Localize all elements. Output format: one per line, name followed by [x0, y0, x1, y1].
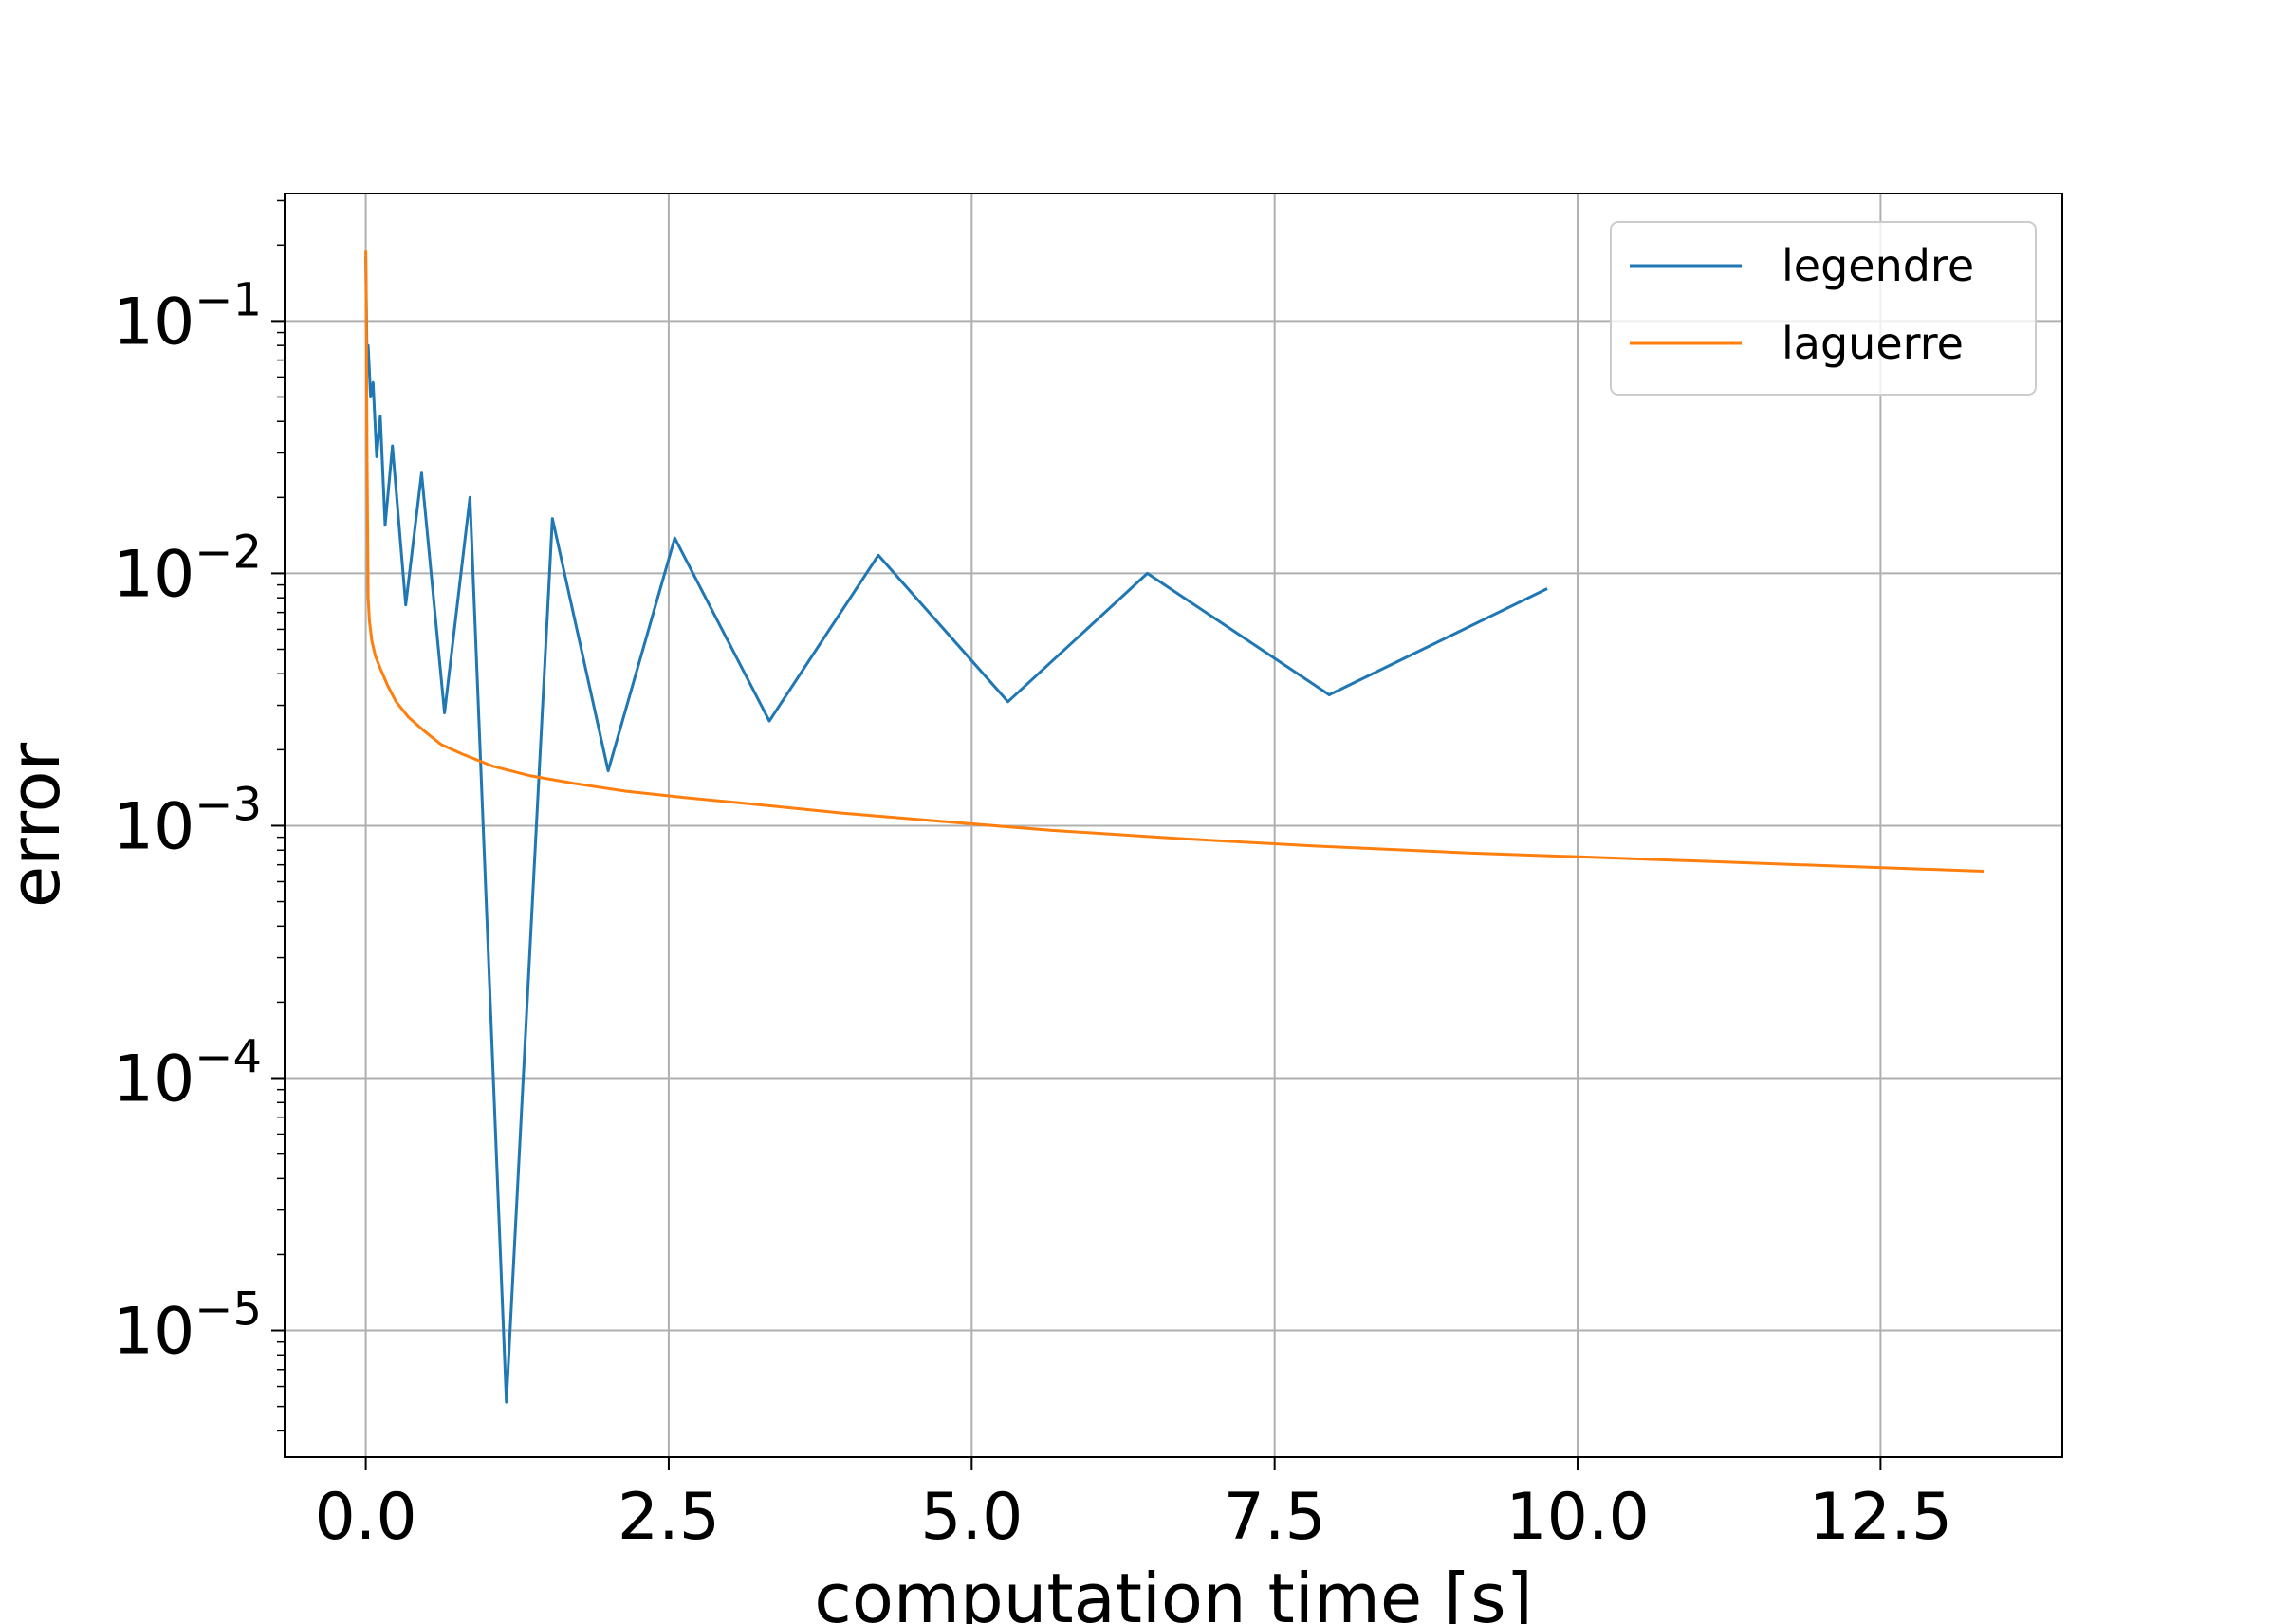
x-axis-title: computation time [s] [814, 1559, 1533, 1624]
y-axis-title: error [0, 742, 75, 908]
legend-label-laguerre: laguerre [1782, 318, 1964, 369]
series-lines [364, 250, 1985, 1404]
legend-label-legendre: legendre [1782, 240, 1974, 291]
y-tick-label: 10−4 [113, 1030, 262, 1116]
series-line-legendre [364, 256, 1548, 1404]
x-tick-label: 5.0 [920, 1480, 1023, 1555]
legend: legendre laguerre [1610, 221, 2037, 396]
y-tick-label: 10−2 [113, 526, 262, 612]
tick-labels: 0.0 2.5 5.0 7.5 10.0 12.5 10−5 10−4 10−3 10−2 10−1 [113, 273, 1952, 1555]
y-tick-label: 10−3 [113, 778, 262, 864]
x-tick-label: 12.5 [1809, 1480, 1952, 1555]
plot-frame [284, 193, 2063, 1458]
x-tick-label: 2.5 [618, 1480, 720, 1555]
y-tick-label: 10−1 [113, 273, 262, 360]
y-tick-label: 10−5 [113, 1283, 262, 1370]
x-tick-label: 10.0 [1505, 1480, 1649, 1555]
ticks [271, 199, 1882, 1470]
x-tick-label: 0.0 [315, 1480, 417, 1555]
series-line-laguerre [364, 250, 1985, 873]
x-tick-label: 7.5 [1224, 1480, 1326, 1555]
